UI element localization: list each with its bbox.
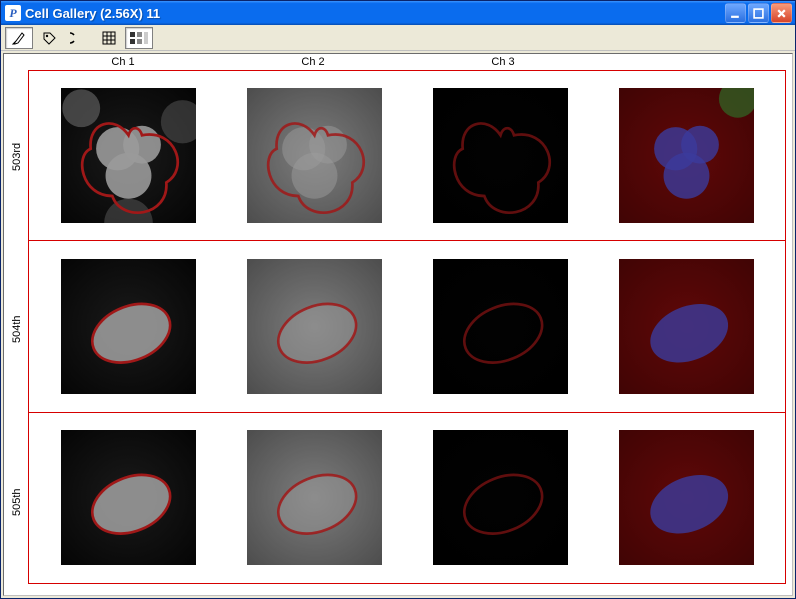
row-label: 505th [8, 416, 26, 589]
select-tool[interactable] [65, 27, 93, 49]
maximize-button[interactable] [748, 3, 769, 23]
grid-tool[interactable] [95, 27, 123, 49]
gallery-rows [28, 70, 786, 589]
window-title: Cell Gallery (2.56X) 11 [25, 6, 725, 21]
row-label: 504th [8, 243, 26, 416]
cell-thumbnail[interactable] [61, 259, 196, 394]
row-labels: 503rd 504th 505th [8, 70, 26, 589]
column-headers: Ch 1 Ch 2 Ch 3 [28, 54, 788, 70]
cell-thumbnail[interactable] [247, 259, 382, 394]
app-icon: P [5, 5, 21, 21]
channels-tool[interactable] [125, 27, 153, 49]
cell-thumbnail[interactable] [61, 88, 196, 223]
cell-thumbnail[interactable] [433, 259, 568, 394]
cell-thumbnail[interactable] [619, 430, 754, 565]
tag-tool[interactable] [35, 27, 63, 49]
cell-thumbnail[interactable] [247, 88, 382, 223]
column-header: Ch 3 [408, 56, 598, 68]
column-header: Ch 2 [218, 56, 408, 68]
gallery-row [28, 241, 786, 412]
minimize-button[interactable] [725, 3, 746, 23]
titlebar[interactable]: P Cell Gallery (2.56X) 11 [1, 1, 795, 25]
cell-thumbnail[interactable] [433, 430, 568, 565]
column-header: Ch 1 [28, 56, 218, 68]
cell-thumbnail[interactable] [61, 430, 196, 565]
app-window: P Cell Gallery (2.56X) 11 [0, 0, 796, 599]
gallery-content: Ch 1 Ch 2 Ch 3 503rd 504th 505th [3, 53, 793, 596]
toolbar [1, 25, 795, 51]
cell-thumbnail[interactable] [247, 430, 382, 565]
close-button[interactable] [771, 3, 792, 23]
gallery-row [28, 413, 786, 584]
row-label: 503rd [8, 70, 26, 243]
cell-thumbnail[interactable] [619, 259, 754, 394]
gallery-row [28, 70, 786, 241]
window-controls [725, 1, 795, 25]
cell-thumbnail[interactable] [433, 88, 568, 223]
brush-tool[interactable] [5, 27, 33, 49]
cell-thumbnail[interactable] [619, 88, 754, 223]
